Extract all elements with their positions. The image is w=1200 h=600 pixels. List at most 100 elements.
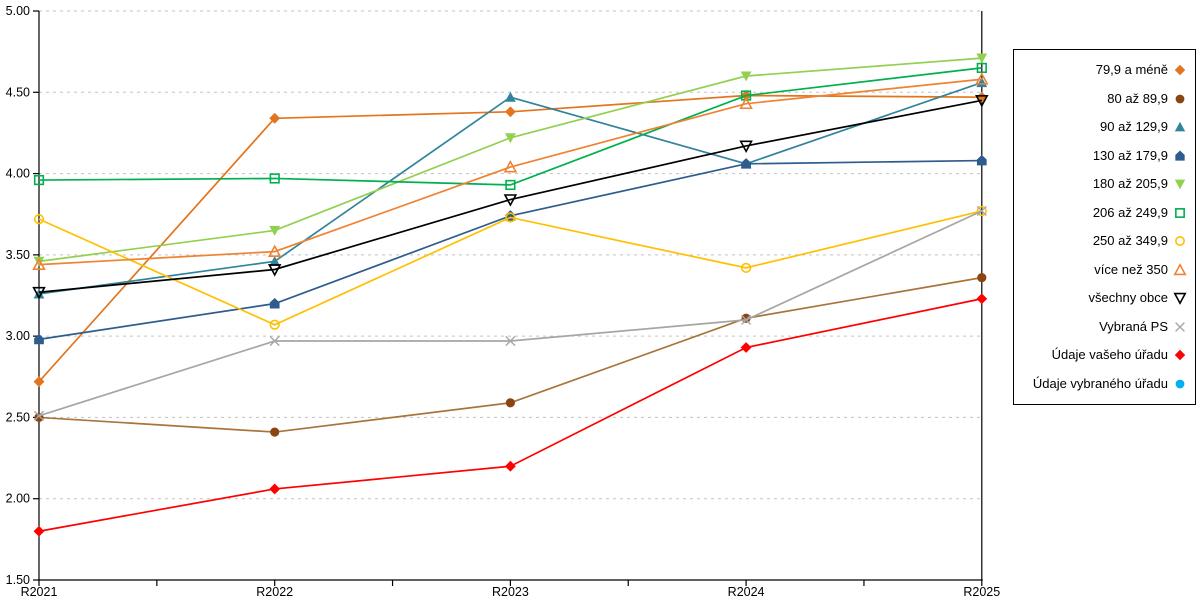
legend-item: 130 až 179,9 xyxy=(1018,147,1187,163)
legend: 79,9 a méně 80 až 89,9 90 až 129,9 130 až 1… xyxy=(1013,49,1196,405)
data-point-marker xyxy=(34,333,44,345)
circle-marker-icon xyxy=(1175,236,1185,247)
data-point-marker xyxy=(976,293,988,305)
series-line xyxy=(38,297,982,533)
data-point-marker xyxy=(741,314,752,325)
data-point-marker xyxy=(740,342,752,353)
series-line xyxy=(38,276,982,433)
x-tick-label: R2025 xyxy=(963,585,1000,599)
data-point-marker xyxy=(33,376,45,388)
series-v-ce-ne-350 xyxy=(32,72,989,271)
legend-item: 90 až 129,9 xyxy=(1018,120,1187,134)
data-point-marker xyxy=(269,225,281,236)
series--daje-va-eho-adu xyxy=(33,293,988,537)
y-tick-label: 3.00 xyxy=(6,329,30,343)
data-point-marker xyxy=(741,158,751,169)
series-line xyxy=(38,78,982,266)
series-line xyxy=(38,57,982,263)
data-point-marker xyxy=(505,460,516,472)
data-point-marker xyxy=(976,53,988,64)
series-80-a-89-9 xyxy=(34,273,987,437)
legend-item-label: Vybraná PS xyxy=(1099,318,1168,334)
series-line xyxy=(38,67,982,186)
legend-item-label: více než 350 xyxy=(1094,261,1168,277)
series-line xyxy=(38,210,982,326)
data-point-marker xyxy=(33,288,45,299)
series-v-echny-obce xyxy=(32,95,989,300)
series-130-a-179-9 xyxy=(34,154,987,345)
triangle-down-marker-icon xyxy=(1174,179,1186,190)
legend-item-label: 79,9 a méně xyxy=(1095,62,1168,78)
y-tick-label: 3.50 xyxy=(6,248,30,262)
data-point-marker xyxy=(976,154,987,166)
legend-item: 250 až 349,9 xyxy=(1018,234,1187,248)
data-point-marker xyxy=(269,112,281,124)
square-marker-icon xyxy=(1175,207,1185,218)
data-point-marker xyxy=(976,205,987,217)
legend-item: Vybraná PS xyxy=(1018,318,1187,334)
data-point-marker xyxy=(269,335,280,347)
diamond-marker-icon xyxy=(1174,65,1186,76)
legend-item-label: 80 až 89,9 xyxy=(1107,90,1168,106)
data-point-marker xyxy=(975,95,989,108)
data-point-marker xyxy=(740,71,752,82)
diamond-marker-icon xyxy=(1174,350,1186,361)
circle-marker-icon xyxy=(1175,379,1185,389)
data-point-marker xyxy=(505,91,516,102)
data-point-marker xyxy=(33,256,45,267)
legend-item-label: všechny obce xyxy=(1088,290,1169,306)
legend-item-label: 130 až 179,9 xyxy=(1092,147,1168,163)
x-tick-label: R2022 xyxy=(256,585,293,599)
data-point-marker xyxy=(976,205,987,217)
y-tick-label: 4.50 xyxy=(6,85,30,99)
legend-item-label: 90 až 129,9 xyxy=(1100,119,1168,135)
data-point-marker xyxy=(269,173,280,184)
data-point-marker xyxy=(33,410,45,421)
data-point-marker xyxy=(267,244,282,257)
series-250-a-349-9 xyxy=(33,205,987,330)
legend-item: 206 až 249,9 xyxy=(1018,204,1187,220)
series-line xyxy=(38,159,982,341)
y-tick-label: 1.50 xyxy=(6,573,30,587)
circle-marker-icon xyxy=(1175,94,1185,104)
data-point-marker xyxy=(503,194,518,207)
data-point-marker xyxy=(505,335,516,347)
legend-item-label: 206 až 249,9 xyxy=(1092,204,1168,220)
data-point-marker xyxy=(269,297,280,309)
series-vybran-ps xyxy=(33,205,987,421)
triangle-up-marker-icon xyxy=(1174,122,1186,132)
data-point-marker xyxy=(505,133,516,144)
data-point-marker xyxy=(739,96,753,110)
x-tick-label: R2024 xyxy=(728,585,765,599)
y-tick-label: 2.00 xyxy=(6,492,30,506)
legend-item-label: Údaje vašeho úřadu xyxy=(1051,347,1168,363)
x-marker-icon xyxy=(1175,321,1185,332)
data-point-marker xyxy=(269,255,281,266)
data-point-marker xyxy=(33,174,45,186)
data-point-marker xyxy=(269,319,280,330)
triangle-down-marker-icon xyxy=(1173,293,1187,306)
data-point-marker xyxy=(32,257,46,271)
pentagon-marker-icon xyxy=(1175,150,1185,161)
data-point-marker xyxy=(505,106,516,118)
series-line xyxy=(38,210,983,417)
legend-item: 80 až 89,9 xyxy=(1018,90,1187,106)
legend-item-label: Údaje vybraného úřadu xyxy=(1032,375,1168,391)
series-180-a-205-9 xyxy=(33,53,988,267)
legend-item: všechny obce xyxy=(1018,290,1187,306)
data-point-marker xyxy=(739,140,753,154)
data-point-marker xyxy=(503,159,518,173)
data-point-marker xyxy=(975,72,989,85)
data-point-marker xyxy=(32,286,46,300)
data-point-marker xyxy=(33,213,45,225)
data-point-marker xyxy=(505,212,516,223)
legend-item: Údaje vybraného úřadu xyxy=(1018,375,1187,391)
legend-item: Údaje vašeho úřadu xyxy=(1018,348,1187,362)
data-point-marker xyxy=(740,262,752,273)
data-point-marker xyxy=(267,264,282,277)
y-tick-label: 2.50 xyxy=(6,410,30,424)
y-tick-label: 5.00 xyxy=(6,4,30,18)
data-point-marker xyxy=(977,273,987,283)
legend-item: 79,9 a méně xyxy=(1018,63,1187,77)
